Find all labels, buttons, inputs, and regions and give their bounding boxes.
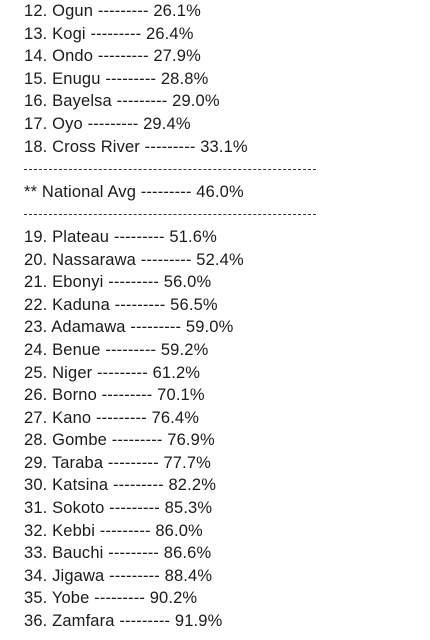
list-item: 16. Bayelsa --------- 29.0% xyxy=(24,92,220,111)
list-item: 23. Adamawa --------- 59.0% xyxy=(24,318,234,337)
list-item: 25. Niger --------- 61.2% xyxy=(24,363,201,382)
list-item: 31. Sokoto --------- 85.3% xyxy=(24,499,213,518)
dashed-divider xyxy=(24,158,426,181)
list-item: 20. Nassarawa --------- 52.4% xyxy=(24,250,244,269)
list-item: 26. Borno --------- 70.1% xyxy=(24,386,205,405)
list-item: 13. Kogi --------- 26.4% xyxy=(24,24,194,43)
list-item: 21. Ebonyi --------- 56.0% xyxy=(24,273,212,292)
list-item: 28. Gombe --------- 76.9% xyxy=(24,431,215,450)
list-item: 22. Kaduna --------- 56.5% xyxy=(24,295,218,314)
list-item: 15. Enugu --------- 28.8% xyxy=(24,69,209,88)
list-item: 36. Zamfara --------- 91.9% xyxy=(24,612,223,631)
list-item: 27. Kano --------- 76.4% xyxy=(24,408,200,427)
list-item: 33. Bauchi --------- 86.6% xyxy=(24,544,212,563)
dashed-divider xyxy=(24,203,426,226)
national-average-line: ** National Avg --------- 46.0% xyxy=(24,182,244,201)
list-item: 32. Kebbi --------- 86.0% xyxy=(24,521,203,540)
list-item: 24. Benue --------- 59.2% xyxy=(24,340,209,359)
ranked-list: 12. Ogun --------- 26.1% 13. Kogi ------… xyxy=(24,0,426,633)
list-item: 30. Katsina --------- 82.2% xyxy=(24,476,217,495)
list-item: 29. Taraba --------- 77.7% xyxy=(24,453,211,472)
list-item: 34. Jigawa --------- 88.4% xyxy=(24,566,213,585)
list-item: 12. Ogun --------- 26.1% xyxy=(24,2,201,20)
list-item: 19. Plateau --------- 51.6% xyxy=(24,227,217,246)
list-item: 18. Cross River --------- 33.1% xyxy=(24,137,248,156)
list-item: 35. Yobe --------- 90.2% xyxy=(24,589,198,608)
list-item: 14. Ondo --------- 27.9% xyxy=(24,47,201,66)
list-item: 17. Oyo --------- 29.4% xyxy=(24,114,191,133)
